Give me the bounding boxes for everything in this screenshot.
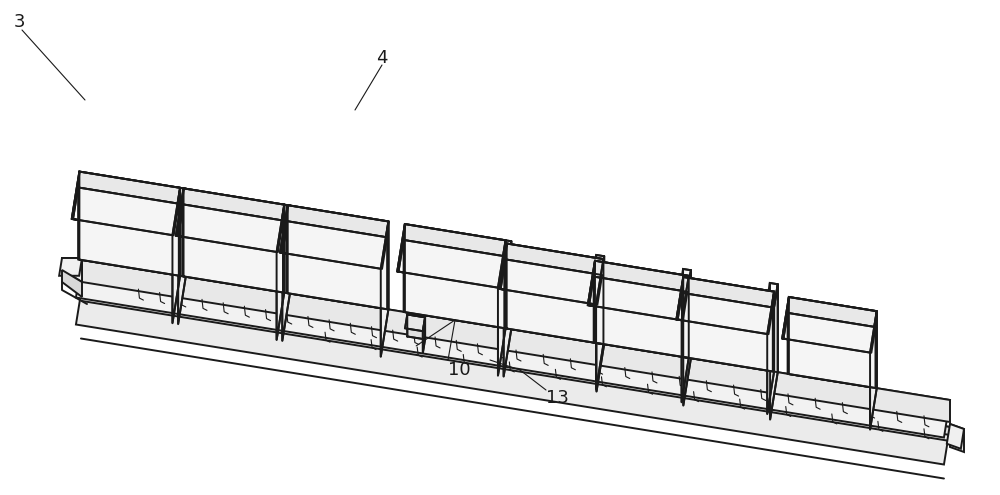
Polygon shape: [405, 224, 506, 328]
Polygon shape: [683, 270, 691, 405]
Polygon shape: [280, 252, 382, 269]
Polygon shape: [176, 189, 184, 236]
Polygon shape: [172, 188, 180, 323]
Polygon shape: [507, 244, 603, 344]
Polygon shape: [76, 260, 950, 438]
Text: 13: 13: [546, 389, 569, 407]
Polygon shape: [950, 424, 964, 452]
Polygon shape: [178, 188, 186, 277]
Polygon shape: [595, 261, 689, 358]
Polygon shape: [503, 240, 511, 329]
Polygon shape: [499, 244, 507, 289]
Polygon shape: [404, 224, 506, 256]
Polygon shape: [182, 204, 283, 293]
Polygon shape: [676, 277, 683, 320]
Polygon shape: [182, 189, 284, 220]
Polygon shape: [788, 297, 877, 327]
Polygon shape: [682, 293, 773, 372]
Polygon shape: [788, 313, 875, 388]
Polygon shape: [498, 240, 506, 376]
Polygon shape: [682, 276, 689, 320]
Polygon shape: [505, 259, 602, 344]
Polygon shape: [82, 260, 950, 422]
Polygon shape: [277, 204, 284, 340]
Polygon shape: [184, 189, 284, 293]
Polygon shape: [397, 271, 499, 288]
Polygon shape: [596, 259, 603, 304]
Polygon shape: [282, 205, 290, 341]
Polygon shape: [683, 277, 774, 372]
Polygon shape: [79, 172, 180, 276]
Polygon shape: [596, 259, 603, 390]
Polygon shape: [789, 297, 877, 388]
Polygon shape: [947, 424, 964, 449]
Polygon shape: [596, 255, 604, 344]
Polygon shape: [405, 314, 425, 331]
Text: 4: 4: [376, 49, 388, 67]
Polygon shape: [682, 276, 689, 402]
Polygon shape: [407, 314, 425, 340]
Polygon shape: [770, 284, 778, 420]
Polygon shape: [504, 241, 511, 377]
Polygon shape: [588, 305, 683, 320]
Polygon shape: [62, 258, 82, 282]
Polygon shape: [381, 221, 388, 357]
Polygon shape: [683, 269, 691, 358]
Polygon shape: [505, 244, 603, 275]
Polygon shape: [782, 339, 871, 353]
Polygon shape: [62, 270, 82, 297]
Polygon shape: [594, 261, 689, 292]
Polygon shape: [767, 292, 774, 414]
Polygon shape: [676, 319, 768, 334]
Polygon shape: [782, 297, 789, 339]
Polygon shape: [72, 219, 174, 235]
Polygon shape: [286, 221, 387, 309]
Polygon shape: [770, 283, 778, 372]
Polygon shape: [870, 311, 877, 353]
Polygon shape: [597, 256, 604, 392]
Text: 3: 3: [13, 13, 25, 31]
Polygon shape: [78, 188, 179, 276]
Polygon shape: [286, 205, 388, 237]
Polygon shape: [178, 189, 186, 324]
Text: 10: 10: [448, 361, 471, 379]
Polygon shape: [588, 261, 595, 305]
Polygon shape: [78, 172, 180, 204]
Polygon shape: [767, 292, 774, 334]
Polygon shape: [280, 205, 288, 252]
Polygon shape: [682, 277, 774, 307]
Polygon shape: [404, 240, 504, 328]
Polygon shape: [72, 172, 79, 219]
Polygon shape: [381, 221, 388, 269]
Polygon shape: [499, 289, 597, 304]
Polygon shape: [59, 258, 82, 276]
Polygon shape: [397, 224, 405, 272]
Polygon shape: [594, 277, 687, 358]
Polygon shape: [277, 204, 284, 252]
Polygon shape: [76, 287, 950, 464]
Polygon shape: [288, 205, 388, 309]
Polygon shape: [423, 317, 425, 353]
Polygon shape: [498, 240, 506, 288]
Polygon shape: [176, 236, 278, 252]
Polygon shape: [870, 311, 877, 430]
Polygon shape: [282, 204, 290, 294]
Polygon shape: [172, 188, 180, 235]
Polygon shape: [82, 287, 950, 435]
